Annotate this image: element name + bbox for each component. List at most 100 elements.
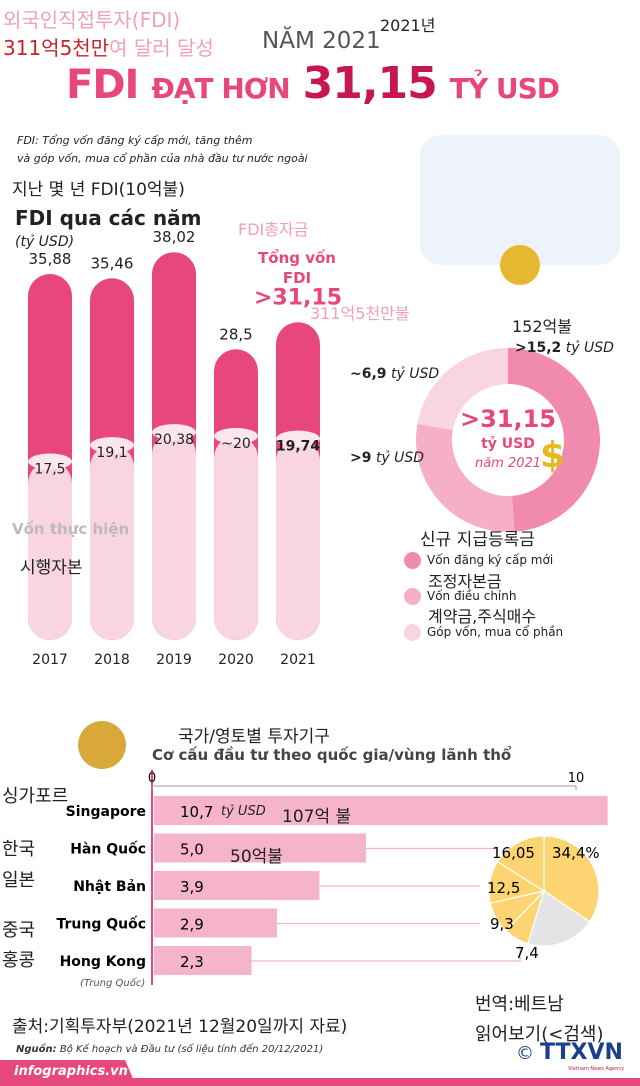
bar-realized-cap <box>28 453 72 470</box>
country-bar <box>154 946 252 975</box>
source-line: Nguồn: Bộ Kế hoạch và Đầu tư (số liệu tí… <box>16 1044 323 1055</box>
legend-label: Vốn đăng ký cấp mới <box>427 553 554 567</box>
title-fdi: FDI <box>66 62 139 108</box>
pie-label: 16,05 <box>492 844 535 862</box>
legend-swatch <box>404 588 421 605</box>
total-fdi-annotation: Tổng vốn FDI <box>258 249 336 287</box>
donut-value: ~6,9 <box>350 366 387 382</box>
pie-slice <box>496 835 545 893</box>
donut-slice <box>415 423 515 532</box>
donut-label-new: >15,2 tỷ USD <box>515 340 614 356</box>
country-label: Nhật Bản <box>73 879 146 895</box>
bar-total-label: 35,88 <box>29 250 72 268</box>
realized-label: Vốn thực hiện <box>12 520 130 538</box>
overlay-amount: 311억5천만 <box>3 36 110 60</box>
bar-realized <box>152 432 196 640</box>
bar-realized-label: 20,38 <box>154 432 194 448</box>
legend-item-adjust: Vốn điều chỉnh <box>404 588 516 605</box>
overlay-title-ko: 외국인직접투자(FDI) <box>3 8 181 32</box>
dollar-icon: $ <box>540 435 566 476</box>
overlay-realized-ko: 시행자본 <box>20 558 83 578</box>
x-tick-label: 2020 <box>218 652 254 668</box>
x-tick-label: 2018 <box>94 652 130 668</box>
bar-realized <box>28 461 72 640</box>
overlay-legend-ko-1: 신규 지급등록금 <box>420 530 535 550</box>
donut-center-value: >31,15 <box>459 405 557 433</box>
legend-item-contrib: Góp vốn, mua cổ phần <box>404 624 563 641</box>
pie-label: 34,4% <box>552 844 600 862</box>
bar-realized <box>276 438 320 640</box>
x-axis <box>151 785 577 790</box>
country-value: 2,9 <box>180 916 204 934</box>
bar-realized-label: 19,1 <box>96 445 127 461</box>
country-value: 3,9 <box>180 878 204 896</box>
donut-value: >9 <box>350 450 372 466</box>
bar-total-label: >31,15 <box>254 285 342 310</box>
source-text: Bộ Kế hoạch và Đầu tư (số liệu tính đến … <box>59 1044 324 1055</box>
legend-label: Góp vốn, mua cổ phần <box>427 625 564 639</box>
footer-bar <box>0 1078 640 1086</box>
overlay-hk-ko: 홍콩 <box>2 950 36 971</box>
bar-realized-label: 17,5 <box>34 462 65 478</box>
title-unit: TỶ USD <box>449 72 560 105</box>
overlay-year-ko: 2021년 <box>380 16 436 35</box>
header-year: NĂM 2021 <box>262 28 381 54</box>
overlay-legend-ko-2: 조정자본금 <box>428 572 502 591</box>
overlay-sg-ko: 싱가포르 <box>2 786 69 807</box>
overlay-achieve: 여 달러 달성 <box>109 36 214 60</box>
x-tick-label: 2019 <box>156 652 192 668</box>
donut-slice <box>508 348 601 532</box>
ttxvn-sub: Vietnam News Agency <box>568 1066 625 1072</box>
country-bar <box>154 796 608 825</box>
overlay-country-ko: 국가/영토별 투자기구 <box>178 727 330 747</box>
site-link[interactable]: infographics.vn <box>14 1064 128 1079</box>
overlay-total-value-ko: 311억5천만불 <box>310 304 410 323</box>
bar-chart-title: FDI qua các năm <box>15 206 202 230</box>
bar-realized-cap <box>152 424 196 441</box>
bar-realized-label: 19,74 <box>276 439 321 455</box>
pie-label: 12,5 <box>487 879 520 897</box>
title-amount: 31,15 <box>302 58 438 109</box>
overlay-cn-ko: 중국 <box>2 920 36 941</box>
country-bar <box>154 908 277 938</box>
overlay-legend-ko-3: 계약금,주식매수 <box>428 607 537 626</box>
overlay-new-ko: 152억불 <box>512 317 572 336</box>
overlay-kr-ko: 한국 <box>2 839 36 860</box>
donut-center-unit: tỷ USD <box>481 436 535 452</box>
donut-label-adjust: >9 tỷ USD <box>350 450 424 466</box>
legend-swatch <box>404 624 421 641</box>
source-label: Nguồn: <box>16 1044 57 1055</box>
legend-label: Vốn điều chỉnh <box>427 589 517 603</box>
pie-slice <box>527 890 591 947</box>
country-bar <box>154 833 366 863</box>
overlay-trans-ko-2: 읽어보기(<검색) <box>475 1024 604 1045</box>
x-tick-label: 2017 <box>32 652 68 668</box>
overlay-sg-value-ko: 107억 불 <box>282 807 352 827</box>
country-value: 2,3 <box>180 953 204 971</box>
fdi-note-2: và góp vốn, mua cổ phần của nhà đầu tư n… <box>17 152 308 165</box>
bar-realized <box>214 436 258 640</box>
country-bar <box>154 871 320 900</box>
x-tick-label: 2021 <box>280 652 316 668</box>
hk-note: (Trung Quốc) <box>80 978 146 989</box>
x-tick-label: 10 <box>568 771 585 786</box>
country-value: 10,7 <box>180 803 213 821</box>
legend-swatch <box>404 552 421 569</box>
bar-realized-cap <box>276 430 320 447</box>
bar-total-label: 38,02 <box>153 228 196 246</box>
country-label: Trung Quốc <box>56 916 146 933</box>
bar-realized <box>90 445 134 640</box>
title-dat-hon: ĐẠT HƠN <box>151 72 290 105</box>
globe-icon <box>78 721 126 769</box>
overlay-total-ko: FDI총자금 <box>238 220 309 239</box>
donut-center-year: năm 2021 <box>474 456 542 471</box>
footer-tab <box>0 1060 136 1086</box>
pie-label: 9,3 <box>490 915 514 933</box>
overlay-kr-value-ko: 50억불 <box>230 847 283 867</box>
country-label: Hong Kong <box>60 954 146 970</box>
overlay-source-ko: 출처:기획투자부(2021년 12월20일까지 자료) <box>12 1017 348 1037</box>
bar-total-label: 35,46 <box>91 254 134 272</box>
donut-label-contrib: ~6,9 tỷ USD <box>350 366 439 382</box>
copyright-icon: © <box>516 1043 534 1064</box>
